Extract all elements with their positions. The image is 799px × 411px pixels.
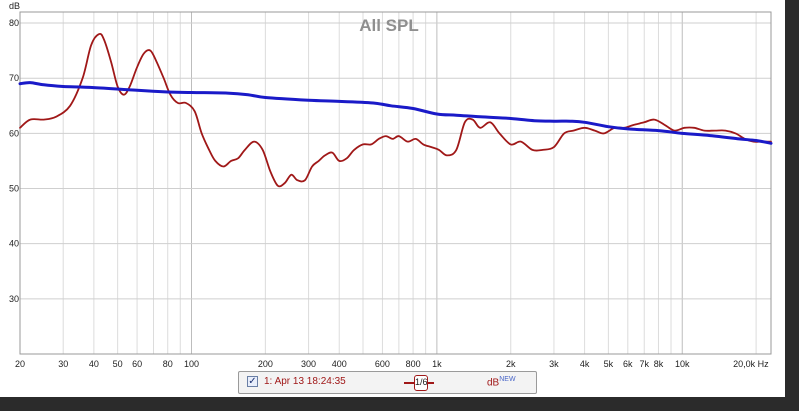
- x-tick-label: 7k: [639, 359, 649, 369]
- x-tick-label: 800: [406, 359, 421, 369]
- x-tick-label: 3k: [549, 359, 559, 369]
- y-tick-label: 60: [9, 128, 19, 138]
- x-tick-label: 50: [113, 359, 123, 369]
- measurement-name[interactable]: 1: Apr 13 18:24:35: [264, 376, 346, 387]
- series-line-measurement: [19, 32, 772, 188]
- x-tick-label: 200: [258, 359, 273, 369]
- x-tick-label: 5k: [604, 359, 614, 369]
- plot-border: [19, 11, 772, 355]
- series-line-target: [18, 81, 773, 145]
- unit-text: dB: [487, 377, 500, 389]
- x-tick-label: 300: [301, 359, 316, 369]
- x-tick-label: 80: [163, 359, 173, 369]
- x-tick-label: 6k: [623, 359, 633, 369]
- legend-bar: ✓ 1: Apr 13 18:24:35 1/6 dBNEW: [238, 371, 537, 394]
- smoothing-button[interactable]: 1/6: [414, 375, 428, 391]
- x-tick-label: 4k: [580, 359, 590, 369]
- x-tick-label: 600: [375, 359, 390, 369]
- y-tick-label: 30: [9, 294, 19, 304]
- measurement-visible-checkbox[interactable]: ✓: [247, 376, 258, 387]
- grid: [20, 12, 771, 354]
- tick-labels: 30 40 50 60 70 80 20 30 40 50 60 80 100 200 300 400 600 8…: [9, 18, 769, 369]
- x-tick-label: 1k: [432, 359, 442, 369]
- y-tick-label: 80: [9, 18, 19, 28]
- x-tick-label: 400: [332, 359, 347, 369]
- y-tick-label: 40: [9, 239, 19, 249]
- window-frame-right: [785, 0, 799, 411]
- unit-new-badge: NEW: [499, 376, 516, 383]
- x-tick-label: 20,0k Hz: [733, 359, 769, 369]
- chart-title: All SPL: [359, 16, 419, 35]
- x-tick-label: 40: [89, 359, 99, 369]
- x-tick-label: 10k: [675, 359, 690, 369]
- x-tick-label: 8k: [654, 359, 664, 369]
- series-group: [18, 32, 773, 188]
- x-tick-label: 20: [15, 359, 25, 369]
- x-tick-label: 100: [184, 359, 199, 369]
- x-tick-label: 2k: [506, 359, 516, 369]
- y-axis-label: dB: [9, 1, 20, 11]
- x-tick-label: 30: [58, 359, 68, 369]
- window-frame-bottom: [0, 397, 799, 411]
- unit-label[interactable]: dBNEW: [487, 376, 516, 388]
- x-tick-label: 60: [132, 359, 142, 369]
- y-tick-label: 50: [9, 184, 19, 194]
- y-tick-label: 70: [9, 73, 19, 83]
